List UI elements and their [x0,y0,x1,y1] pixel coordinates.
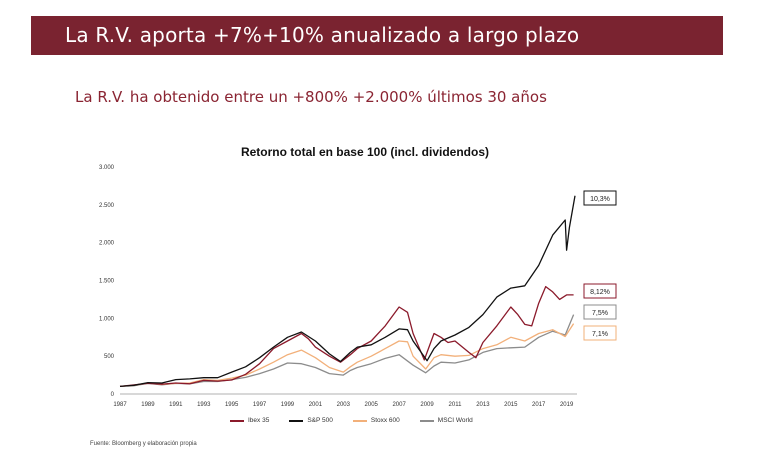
page-subtitle: La R.V. ha obtenido entre un +800% +2.00… [75,88,547,106]
y-tick-label: 3.000 [99,165,115,171]
x-tick-label: 2003 [337,402,351,408]
x-tick-label: 1987 [113,402,127,408]
chart-legend: Ibex 35 S&P 500 Stoxx 600 MSCI World [230,417,473,424]
series-line-msci-world [119,314,575,388]
legend-label-msci: MSCI World [437,417,473,424]
y-tick-label: 500 [104,354,115,360]
y-tick-label: 2.000 [99,241,115,247]
legend-swatch-sp500 [289,419,304,422]
y-tick-label: 1.500 [99,279,115,285]
y-tick-label: 1.000 [99,316,115,322]
chart-title: Retorno total en base 100 (incl. dividen… [240,145,490,159]
source-note: Fuente: Bloomberg y elaboración propia [90,441,197,447]
end-label-box [583,283,617,299]
x-tick-label: 2007 [392,402,406,408]
x-tick-label: 2001 [309,402,323,408]
end-label-text: 10,3% [590,196,610,203]
x-tick-label: 2019 [560,402,574,408]
x-tick-label: 2013 [476,402,490,408]
x-tick-label: 2015 [504,402,518,408]
series-line-ibex-35 [119,285,574,388]
x-tick-label: 1999 [281,402,295,408]
y-tick-label: 2.500 [99,203,115,209]
x-tick-label: 1989 [141,402,155,408]
legend-item-stoxx: Stoxx 600 [352,417,400,424]
x-tick-label: 1997 [253,402,267,408]
end-label-box [583,325,617,341]
legend-label-ibex: Ibex 35 [248,417,270,424]
legend-item-msci: MSCI World [419,417,473,424]
legend-item-ibex: Ibex 35 [230,417,269,424]
series-line-stoxx-600 [119,323,575,388]
series-line-s-p-500 [119,195,576,388]
legend-label-stoxx: Stoxx 600 [370,417,400,424]
legend-swatch-ibex [230,419,244,422]
end-label-text: 8,12% [590,289,610,296]
x-tick-label: 2005 [365,402,379,408]
x-tick-label: 1993 [197,402,211,408]
end-label-box [583,190,617,206]
y-tick-label: 0 [111,392,115,398]
x-tick-label: 1995 [225,402,239,408]
end-label-text: 7,5% [592,310,608,317]
x-tick-label: 1991 [169,402,183,408]
page-title: La R.V. aporta +7%+10% anualizado a larg… [65,23,580,47]
x-tick-label: 2009 [420,402,434,408]
header-banner: La R.V. aporta +7%+10% anualizado a larg… [31,16,723,55]
x-tick-label: 2017 [532,402,546,408]
legend-item-sp500: S&P 500 [289,417,333,424]
legend-swatch-stoxx [352,419,367,422]
legend-label-sp500: S&P 500 [307,417,333,424]
legend-swatch-msci [419,419,434,422]
end-label-box [583,304,617,320]
x-tick-label: 2011 [449,402,463,408]
end-label-text: 7,1% [592,331,608,338]
